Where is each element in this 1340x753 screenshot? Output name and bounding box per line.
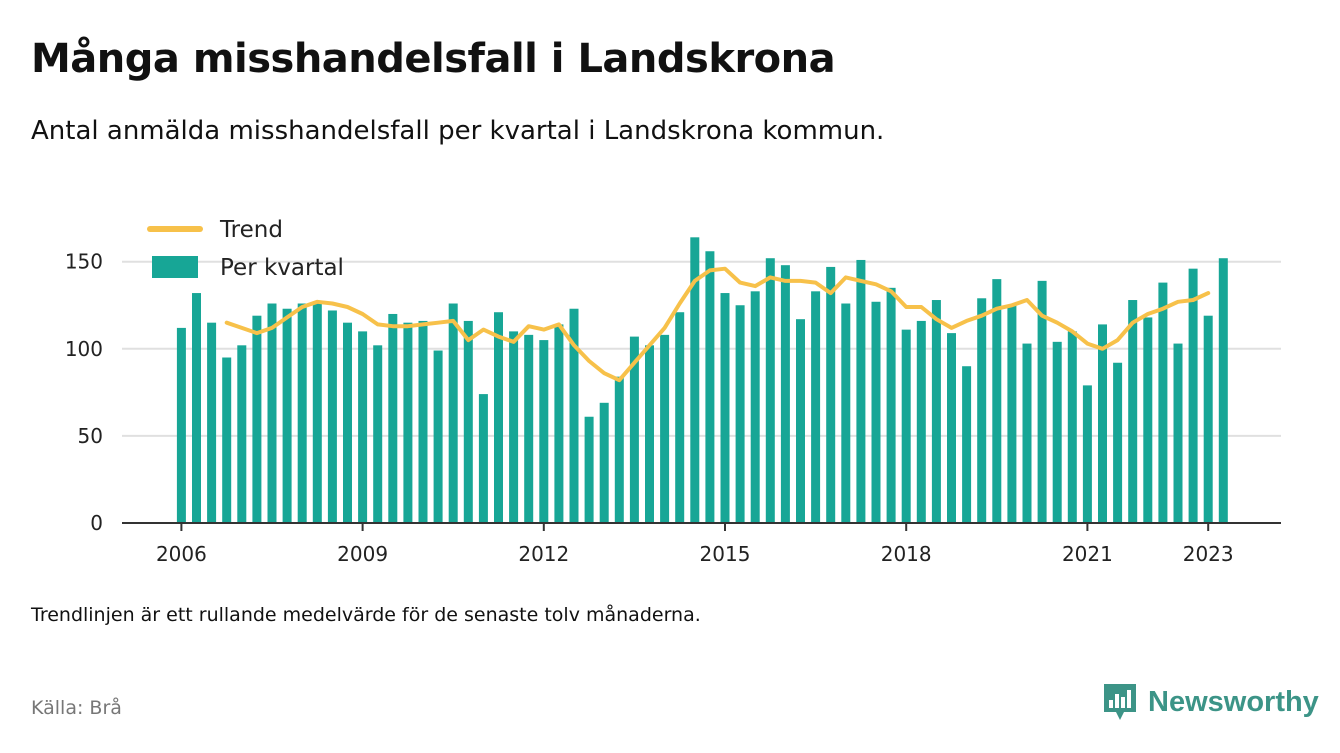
trend-series: [224, 266, 1211, 383]
bar: [267, 303, 277, 523]
bar: [1037, 280, 1047, 523]
bar: [1143, 317, 1153, 523]
legend-bar-label: Per kvartal: [220, 255, 344, 281]
bar: [554, 324, 564, 523]
bar-series-per-kvartal: [176, 237, 1228, 524]
bar: [207, 322, 217, 523]
bar: [886, 287, 896, 523]
x-tick-label: 2009: [337, 542, 388, 566]
bar: [524, 334, 534, 523]
bar: [463, 320, 473, 523]
bar: [1113, 362, 1123, 523]
bar: [826, 266, 836, 523]
trend-line: [224, 266, 1211, 383]
y-tick-label: 150: [65, 250, 103, 274]
bar: [539, 340, 549, 523]
bar: [675, 312, 685, 523]
bar: [871, 301, 881, 523]
bar: [660, 334, 670, 523]
bar: [1022, 343, 1032, 523]
bar: [1173, 343, 1183, 523]
bar: [841, 303, 851, 523]
y-tick-label: 0: [90, 511, 103, 535]
bar: [237, 345, 247, 523]
bar: [1098, 324, 1107, 523]
bar: [690, 237, 700, 523]
y-tick-label: 50: [78, 424, 103, 448]
bar: [418, 320, 428, 523]
bar: [343, 322, 352, 523]
bar: [1007, 305, 1017, 523]
bar: [176, 327, 186, 523]
bar: [629, 336, 639, 523]
chart-title: Många misshandelsfall i Landskrona: [31, 36, 836, 82]
chart-subtitle: Antal anmälda misshandelsfall per kvarta…: [31, 116, 885, 146]
bar: [645, 345, 654, 523]
bar: [1158, 282, 1168, 523]
legend-trend-label: Trend: [219, 217, 283, 243]
y-tick-label: 100: [65, 337, 103, 361]
bar: [1052, 341, 1062, 523]
bar: [1218, 258, 1228, 523]
x-tick-label: 2018: [881, 542, 932, 566]
bar: [931, 300, 941, 523]
bar: [282, 308, 292, 523]
bar: [947, 333, 956, 523]
x-tick-label: 2021: [1062, 542, 1113, 566]
bar: [811, 291, 821, 523]
bar: [977, 298, 987, 523]
bar: [584, 416, 594, 523]
bar: [252, 315, 262, 523]
x-tick-label: 2023: [1183, 542, 1234, 566]
bar: [599, 402, 609, 523]
bar: [720, 293, 730, 523]
newsworthy-bar-chart-logo-icon: [1104, 684, 1136, 720]
bar: [222, 357, 232, 523]
bar: [312, 301, 322, 523]
bar: [856, 259, 866, 523]
bar: [614, 376, 624, 523]
axes: 0 50 100 150 2006 2009 2012 2015 2018 2021 2023: [65, 250, 1281, 566]
bar: [358, 331, 368, 523]
bar: [373, 345, 383, 523]
bar: [901, 329, 911, 523]
brand-name: Newsworthy: [1148, 685, 1319, 718]
bar: [796, 319, 805, 523]
source-label: Källa: Brå: [31, 697, 122, 719]
bar: [494, 312, 503, 523]
legend-bar-swatch: [152, 256, 198, 278]
bar: [192, 293, 201, 523]
grid-lines: [122, 260, 1281, 437]
bar: [750, 291, 760, 523]
bar: [327, 310, 337, 523]
bar: [1067, 331, 1077, 523]
footnote: Trendlinjen är ett rullande medelvärde f…: [31, 604, 701, 626]
bar: [448, 303, 458, 523]
bar: [705, 251, 715, 524]
bar: [569, 308, 579, 523]
bar: [297, 303, 307, 523]
bar: [735, 305, 745, 523]
x-tick-label: 2012: [518, 542, 569, 566]
legend: Trend Per kvartal: [147, 217, 344, 281]
bar: [962, 366, 972, 523]
bar: [478, 394, 488, 523]
bar-chart: 0 50 100 150 2006 2009 2012 2015 2018 2021 2023 Tr…: [65, 217, 1281, 566]
bar: [916, 320, 926, 523]
bar: [388, 313, 398, 523]
bar: [403, 322, 413, 523]
bar: [992, 279, 1002, 523]
bar: [433, 350, 443, 523]
bar: [1188, 268, 1198, 523]
bar: [509, 331, 519, 523]
x-tick-label: 2006: [156, 542, 207, 566]
bar: [780, 265, 790, 523]
x-tick-label: 2015: [700, 542, 751, 566]
newsworthy-brand[interactable]: Newsworthy: [1102, 682, 1319, 722]
bar: [1203, 315, 1213, 523]
bar: [1082, 385, 1092, 523]
bar: [765, 258, 775, 523]
bar: [1128, 300, 1138, 523]
